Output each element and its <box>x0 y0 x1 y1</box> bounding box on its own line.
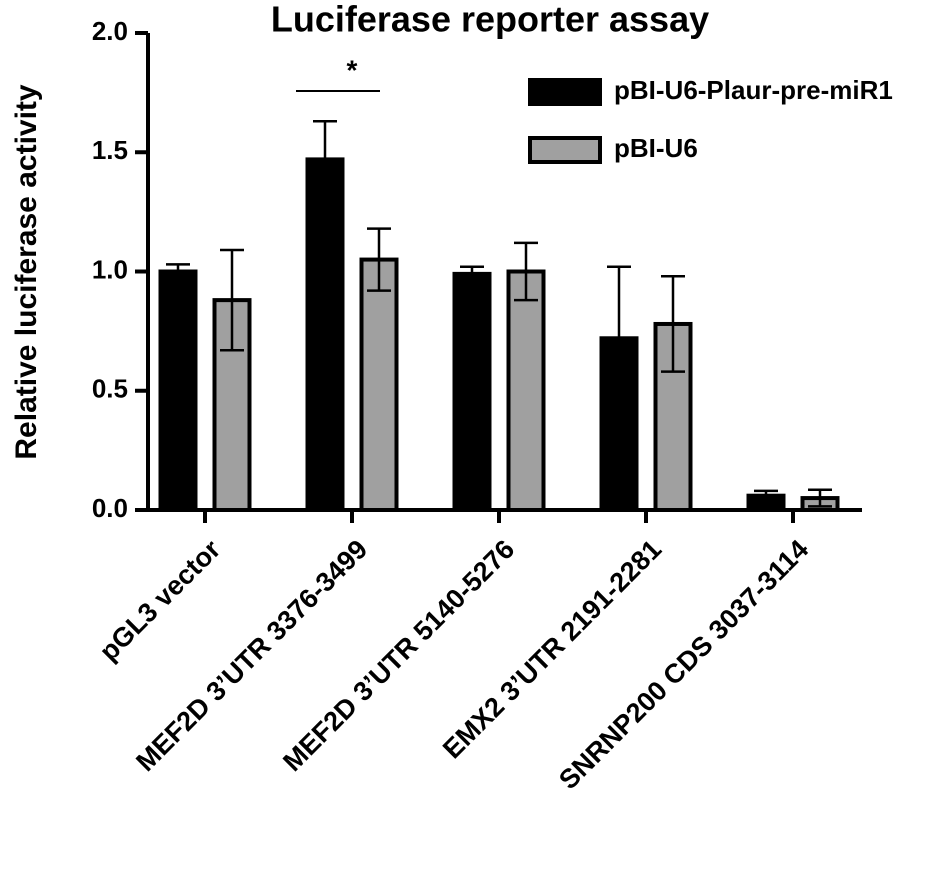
error-bar <box>754 489 778 502</box>
significance-label: * <box>347 54 358 85</box>
y-tick-label: 2.0 <box>92 16 128 46</box>
bar <box>506 269 546 512</box>
bar <box>452 271 492 513</box>
error-bar <box>607 265 631 412</box>
x-tick-label: MEF2D 3’UTR 5140-5276 <box>277 534 520 777</box>
legend-swatch <box>528 136 602 164</box>
y-tick-label: 0.0 <box>92 493 128 523</box>
y-tick-label: 1.5 <box>92 135 128 165</box>
error-bar <box>661 275 685 373</box>
x-tick-label: MEF2D 3’UTR 3376-3499 <box>130 534 373 777</box>
error-bar <box>460 265 484 283</box>
x-tick-label: pGL3 vector <box>94 534 227 667</box>
chart-title: Luciferase reporter assay <box>271 0 709 40</box>
x-tick-label: SNRNP200 CDS 3037-3114 <box>553 534 814 795</box>
bar <box>359 257 399 513</box>
legend-swatch <box>528 78 602 106</box>
y-axis-label: Relative luciferase activity <box>10 84 43 460</box>
error-bar <box>367 227 391 292</box>
y-tick-label: 1.0 <box>92 254 128 284</box>
error-bar <box>220 248 244 352</box>
error-bar <box>514 241 538 302</box>
error-bar <box>808 488 832 508</box>
y-tick-label: 0.5 <box>92 374 128 404</box>
bar <box>158 269 198 512</box>
error-bar <box>313 119 337 199</box>
legend-label: pBI-U6-Plaur-pre-miR1 <box>614 75 893 105</box>
error-bar <box>166 263 190 280</box>
bar <box>305 157 345 512</box>
legend-label: pBI-U6 <box>614 133 698 163</box>
